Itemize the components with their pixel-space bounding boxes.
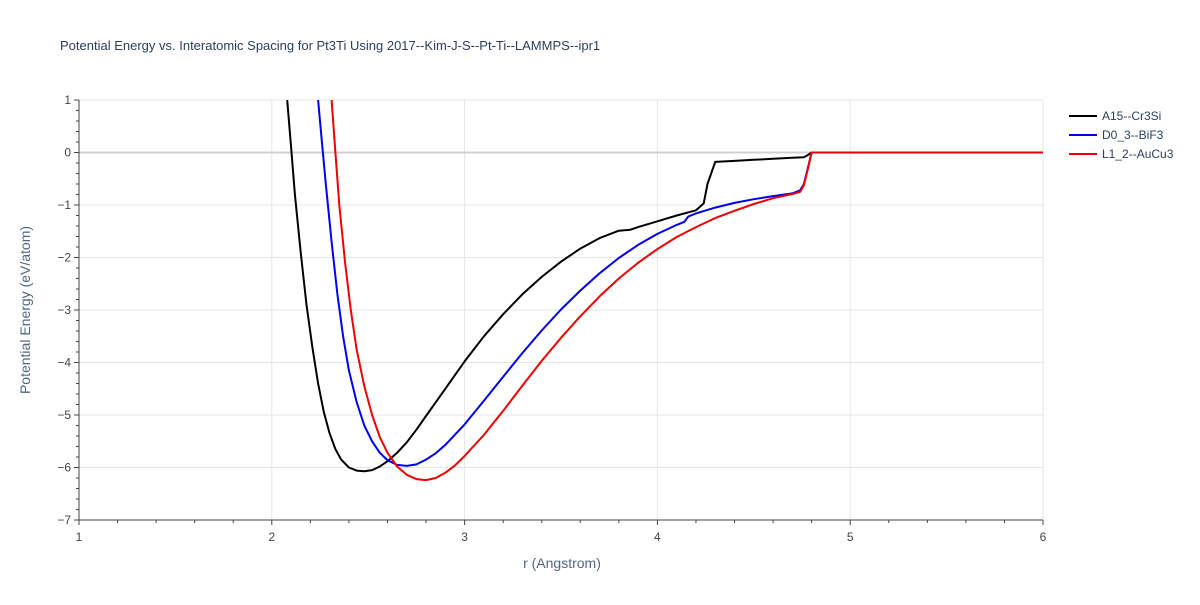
- x-tick-label: 5: [847, 530, 854, 544]
- x-axis-title: r (Angstrom): [523, 555, 601, 571]
- x-tick-label: 4: [654, 530, 661, 544]
- chart-title: Potential Energy vs. Interatomic Spacing…: [60, 38, 600, 53]
- y-tick-label: 1: [64, 93, 71, 107]
- y-axis-title: Potential Energy (eV/atom): [17, 226, 33, 394]
- legend-label: D0_3--BiF3: [1102, 128, 1164, 142]
- legend-item-1[interactable]: A15--Cr3Si: [1069, 109, 1161, 123]
- series-line-2: [317, 100, 1043, 467]
- axes-layer: 1 2 3 4 5 6 −7 −6 −5 −4 −3 −2 −1 0 1: [57, 93, 1046, 544]
- y-tick-label: −2: [57, 251, 71, 265]
- x-tick-label: 6: [1040, 530, 1047, 544]
- y-tick-label: −5: [57, 408, 71, 422]
- y-tick-label: −3: [57, 303, 71, 317]
- series-line-3: [330, 100, 1043, 482]
- y-tick-label: −6: [57, 461, 71, 475]
- series-line-1: [286, 100, 1043, 473]
- legend-label: A15--Cr3Si: [1102, 109, 1161, 123]
- x-tick-label: 2: [268, 530, 275, 544]
- series-layer: [286, 100, 1043, 482]
- x-tick-label: 1: [76, 530, 83, 544]
- y-tick-label: −7: [57, 513, 71, 527]
- y-tick-label: 0: [64, 146, 71, 160]
- legend-item-2[interactable]: D0_3--BiF3: [1069, 128, 1164, 142]
- x-tick-label: 3: [461, 530, 468, 544]
- y-tick-label: −1: [57, 198, 71, 212]
- legend[interactable]: A15--Cr3Si D0_3--BiF3 L1_2--AuCu3: [1069, 109, 1174, 161]
- legend-label: L1_2--AuCu3: [1102, 147, 1174, 161]
- legend-item-3[interactable]: L1_2--AuCu3: [1069, 147, 1174, 161]
- y-tick-label: −4: [57, 356, 71, 370]
